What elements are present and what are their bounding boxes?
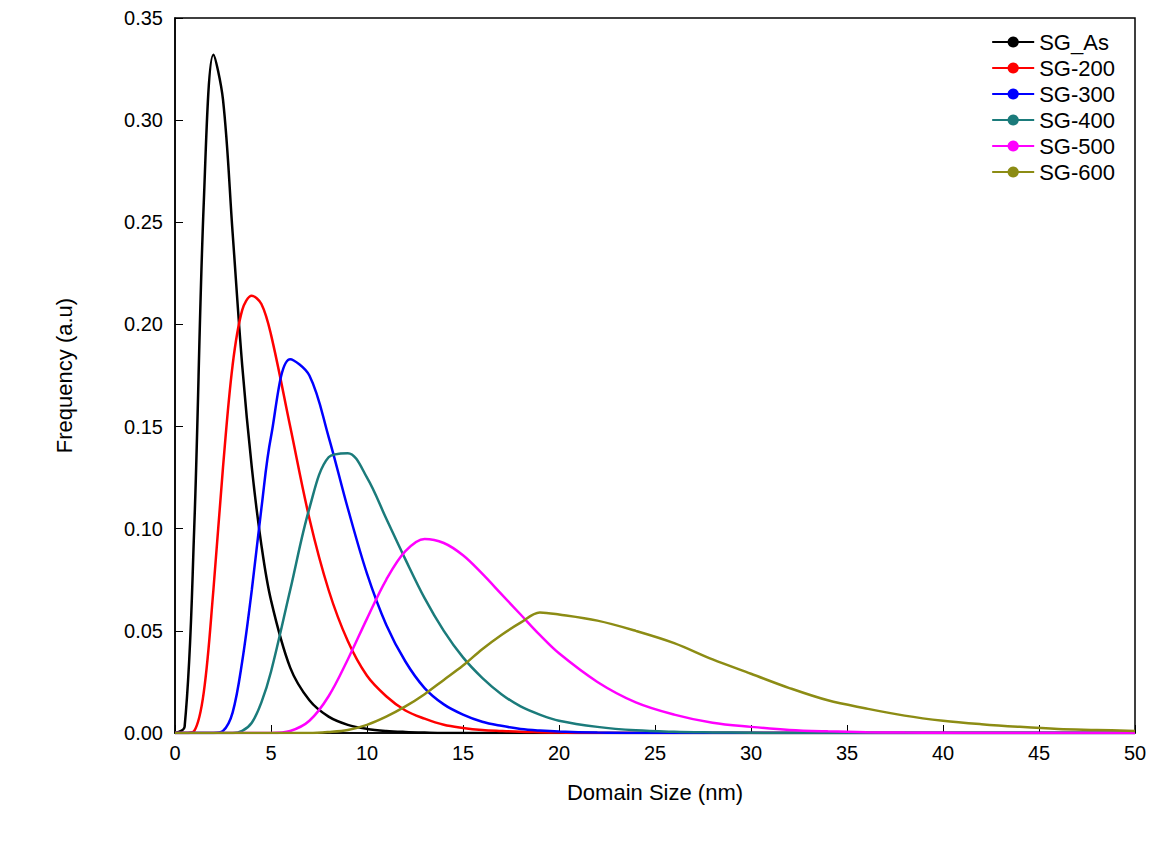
svg-text:SG-600: SG-600: [1039, 160, 1115, 185]
svg-text:SG-400: SG-400: [1039, 108, 1115, 133]
svg-text:30: 30: [740, 742, 762, 764]
svg-text:0.00: 0.00: [124, 722, 163, 744]
svg-text:SG-500: SG-500: [1039, 134, 1115, 159]
svg-text:25: 25: [644, 742, 666, 764]
svg-text:45: 45: [1028, 742, 1050, 764]
svg-text:0.35: 0.35: [124, 7, 163, 29]
svg-text:10: 10: [356, 742, 378, 764]
svg-text:50: 50: [1124, 742, 1146, 764]
svg-text:0.10: 0.10: [124, 518, 163, 540]
svg-text:Domain Size (nm): Domain Size (nm): [567, 780, 743, 805]
svg-text:0.25: 0.25: [124, 211, 163, 233]
svg-text:0.30: 0.30: [124, 109, 163, 131]
svg-text:0: 0: [169, 742, 180, 764]
svg-text:35: 35: [836, 742, 858, 764]
svg-text:5: 5: [265, 742, 276, 764]
svg-text:0.20: 0.20: [124, 313, 163, 335]
svg-text:SG-200: SG-200: [1039, 56, 1115, 81]
svg-text:Frequency (a.u): Frequency (a.u): [52, 298, 77, 453]
svg-text:0.05: 0.05: [124, 620, 163, 642]
svg-text:40: 40: [932, 742, 954, 764]
svg-text:SG-300: SG-300: [1039, 82, 1115, 107]
svg-text:SG_As: SG_As: [1039, 30, 1109, 55]
svg-text:20: 20: [548, 742, 570, 764]
svg-text:0.15: 0.15: [124, 416, 163, 438]
svg-text:15: 15: [452, 742, 474, 764]
